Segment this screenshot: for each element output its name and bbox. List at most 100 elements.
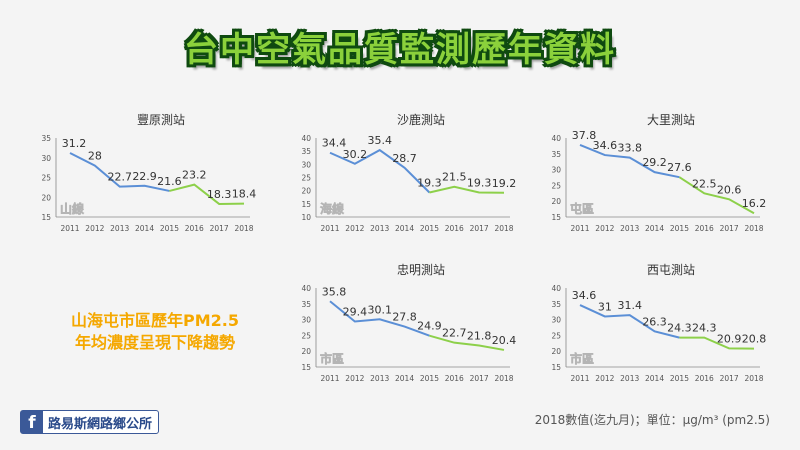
chart-title: 沙鹿測站 [397, 112, 445, 127]
x-tick-label: 2016 [445, 374, 464, 383]
footnote: 2018數值(迄九月)；單位：μg/m³ (pm2.5) [534, 413, 770, 427]
y-tick-label: 10 [301, 213, 311, 222]
x-tick-label: 2015 [420, 224, 439, 233]
x-tick-label: 2017 [720, 374, 739, 383]
data-label: 19.2 [492, 177, 517, 190]
region-badge: 市區 [570, 351, 594, 366]
data-label: 18.3 [207, 188, 232, 201]
x-tick-label: 2013 [620, 224, 639, 233]
chart-title: 西屯測站 [647, 263, 695, 277]
y-tick-label: 20 [301, 347, 311, 356]
data-label: 22.9 [132, 170, 157, 183]
x-tick-label: 2017 [470, 224, 489, 233]
data-label: 22.7 [107, 171, 132, 184]
y-tick-label: 15 [551, 363, 561, 372]
y-tick-label: 25 [301, 174, 311, 183]
series-line-past [69, 152, 170, 192]
y-tick-label: 40 [551, 134, 561, 143]
data-label: 23.2 [182, 169, 207, 182]
y-tick-label: 35 [551, 150, 561, 159]
x-tick-label: 2017 [720, 224, 739, 233]
data-label: 20.4 [492, 334, 517, 347]
facebook-page-name: 路易斯網路鄉公所 [48, 416, 153, 432]
facebook-page-link[interactable]: f 路易斯網路鄉公所 [20, 410, 160, 434]
summary-line-1: 山海屯市區歷年PM2.5 [71, 311, 239, 330]
x-tick-label: 2012 [345, 224, 364, 233]
chart-svg: 西屯測站 15 20 25 30 35 40 2011 2012 2013 2014 2015 2016… [551, 263, 766, 383]
region-badge: 屯區 [570, 201, 594, 216]
data-label: 37.8 [572, 129, 597, 142]
data-label: 16.2 [742, 197, 767, 210]
data-label: 31.2 [62, 137, 87, 150]
x-tick-label: 2012 [345, 374, 364, 383]
y-tick-label: 15 [301, 363, 311, 372]
x-tick-label: 2016 [695, 374, 714, 383]
series-line-past [329, 300, 430, 337]
x-tick-label: 2011 [320, 224, 339, 233]
data-label: 30.1 [367, 303, 392, 316]
x-tick-label: 2015 [160, 224, 179, 233]
data-label: 35.8 [322, 285, 347, 298]
y-tick-label: 35 [301, 147, 311, 156]
y-tick-label: 25 [301, 331, 311, 340]
y-tick-label: 30 [551, 166, 561, 175]
data-label: 19.3 [417, 177, 442, 190]
data-label: 34.4 [322, 137, 347, 150]
data-label: 27.6 [667, 161, 692, 174]
data-label: 24.3 [692, 322, 717, 335]
chart-shalu: 沙鹿測站 10 15 20 25 30 35 40 2011 2012 2013 2014 2015 20… [290, 112, 525, 247]
data-label: 30.2 [343, 148, 368, 161]
chart-title: 豐原測站 [137, 113, 185, 127]
y-tick-label: 25 [41, 174, 51, 183]
x-tick-label: 2016 [695, 224, 714, 233]
data-label: 20.6 [717, 183, 742, 196]
y-tick-label: 20 [551, 197, 561, 206]
chart-dali: 大里測站 15 20 25 30 35 40 2011 2012 2013 2014 2015 2016… [540, 112, 775, 247]
chart-zhongming: 忠明測站 15 20 25 30 35 40 2011 2012 2013 2014 2015 2016… [290, 262, 525, 397]
chart-svg: 豐原測站 15 20 25 30 35 2011 2012 2013 2014 2015 2016 20… [41, 113, 257, 233]
y-tick-label: 25 [551, 331, 561, 340]
x-tick-label: 2017 [210, 224, 229, 233]
x-tick-label: 2018 [234, 224, 253, 233]
data-label: 31.4 [617, 299, 642, 312]
y-tick-label: 15 [551, 213, 561, 222]
chart-title: 忠明測站 [397, 263, 445, 277]
data-label: 21.6 [157, 175, 182, 188]
x-tick-label: 2013 [370, 224, 389, 233]
y-tick-label: 30 [301, 316, 311, 325]
data-label: 22.5 [692, 177, 717, 190]
data-label: 28 [88, 150, 102, 163]
data-label: 29.4 [343, 305, 368, 318]
x-tick-label: 2016 [185, 224, 204, 233]
y-tick-label: 40 [301, 134, 311, 143]
data-label: 35.4 [367, 134, 392, 147]
x-tick-label: 2014 [395, 224, 414, 233]
y-tick-label: 35 [41, 134, 51, 143]
data-label: 18.4 [232, 188, 257, 201]
page-title: 台中空氣品質監測歷年資料 [184, 30, 616, 70]
x-tick-label: 2016 [445, 224, 464, 233]
data-label: 27.8 [392, 311, 417, 324]
x-tick-label: 2018 [744, 374, 763, 383]
y-tick-label: 30 [301, 160, 311, 169]
data-label: 26.3 [642, 315, 667, 328]
y-tick-label: 20 [551, 347, 561, 356]
series-line-recent [679, 336, 755, 350]
data-label: 24.3 [667, 322, 692, 335]
x-tick-label: 2012 [595, 374, 614, 383]
data-label: 22.7 [442, 327, 467, 340]
data-label: 21.5 [442, 171, 467, 184]
data-label: 33.8 [617, 142, 642, 155]
y-tick-label: 20 [41, 193, 51, 202]
series-line-past [579, 304, 680, 339]
chart-fengyuan: 豐原測站 15 20 25 30 35 2011 2012 2013 2014 2015 2016 20… [30, 112, 265, 247]
region-badge: 市區 [320, 351, 344, 366]
summary-line-2: 年均濃度呈現下降趨勢 [74, 333, 235, 352]
x-tick-label: 2018 [494, 374, 513, 383]
y-tick-label: 30 [551, 316, 561, 325]
y-tick-label: 20 [301, 187, 311, 196]
x-tick-label: 2017 [470, 374, 489, 383]
x-tick-label: 2012 [595, 224, 614, 233]
chart-svg: 大里測站 15 20 25 30 35 40 2011 2012 2013 2014 2015 2016… [551, 113, 767, 233]
summary-text: 山海屯市區歷年PM2.5 年均濃度呈現下降趨勢 [40, 310, 270, 354]
